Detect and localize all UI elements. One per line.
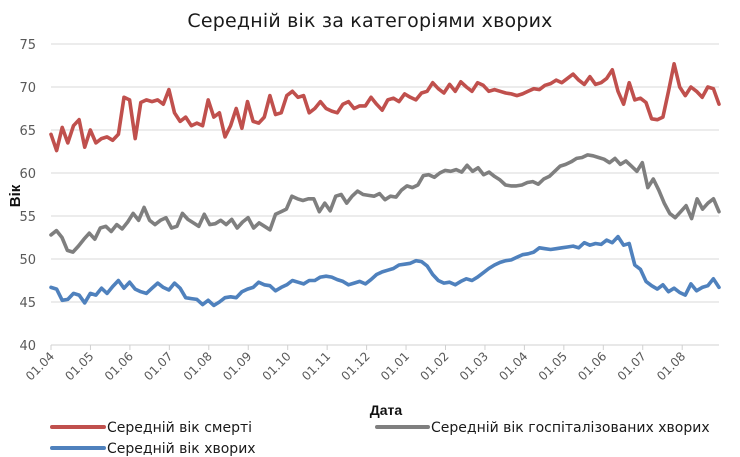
legend-item-hospitalized[interactable]: Середній вік госпіталізованих хворих <box>375 420 710 436</box>
chart-title: Середній вік за категоріями хворих <box>187 10 553 32</box>
x-tick-label: 01.04 <box>23 349 57 383</box>
x-tick-label: 01.06 <box>575 349 609 383</box>
x-tick-label: 01.07 <box>615 349 649 383</box>
legend-item-deaths[interactable]: Середній вік смерті <box>50 420 252 436</box>
x-tick-label: 01.08 <box>654 349 688 383</box>
x-tick-label: 01.01 <box>378 349 412 383</box>
x-tick-label: 01.04 <box>496 349 530 383</box>
y-tick-label: 45 <box>19 296 36 311</box>
x-tick-label: 01.07 <box>141 349 175 383</box>
legend-item-patients[interactable]: Середній вік хворих <box>50 441 256 457</box>
x-tick-label: 01.05 <box>62 349 96 383</box>
gridlines <box>50 43 719 350</box>
x-tick-label: 01.03 <box>457 349 491 383</box>
x-tick-label: 01.06 <box>102 349 136 383</box>
legend-label: Середній вік смерті <box>107 420 252 436</box>
y-tick-label: 50 <box>19 253 36 268</box>
y-tick-label: 75 <box>19 38 36 53</box>
x-tick-label: 01.02 <box>417 349 451 383</box>
y-tick-label: 40 <box>19 339 36 354</box>
series-line <box>49 61 721 153</box>
series-lines <box>49 61 721 308</box>
x-tick-label: 01.09 <box>220 349 254 383</box>
y-tick-label: 55 <box>19 210 36 225</box>
legend-label: Середній вік госпіталізованих хворих <box>431 420 710 436</box>
series-line <box>49 153 721 254</box>
x-tick-label: 01.11 <box>299 349 333 383</box>
legend-label: Середній вік хворих <box>107 441 256 457</box>
x-tick-label: 01.12 <box>339 349 373 383</box>
x-tick-label: 01.10 <box>260 349 294 383</box>
y-tick-label: 65 <box>19 124 36 139</box>
x-axis-label: Дата <box>370 402 403 418</box>
y-tick-label: 60 <box>19 167 36 182</box>
legend: Середній вік смерті Середній вік госпіта… <box>50 420 710 457</box>
x-tick-label: 01.05 <box>536 349 570 383</box>
y-axis-label: Вік <box>7 184 24 207</box>
x-axis-ticks: 01.04 01.05 01.06 01.07 01.08 01.09 01.10 01.11… <box>23 349 688 383</box>
y-axis-ticks: 40 45 50 55 60 65 70 75 <box>19 38 36 354</box>
y-tick-label: 70 <box>19 81 36 96</box>
series-line <box>49 234 721 308</box>
x-tick-label: 01.08 <box>181 349 215 383</box>
